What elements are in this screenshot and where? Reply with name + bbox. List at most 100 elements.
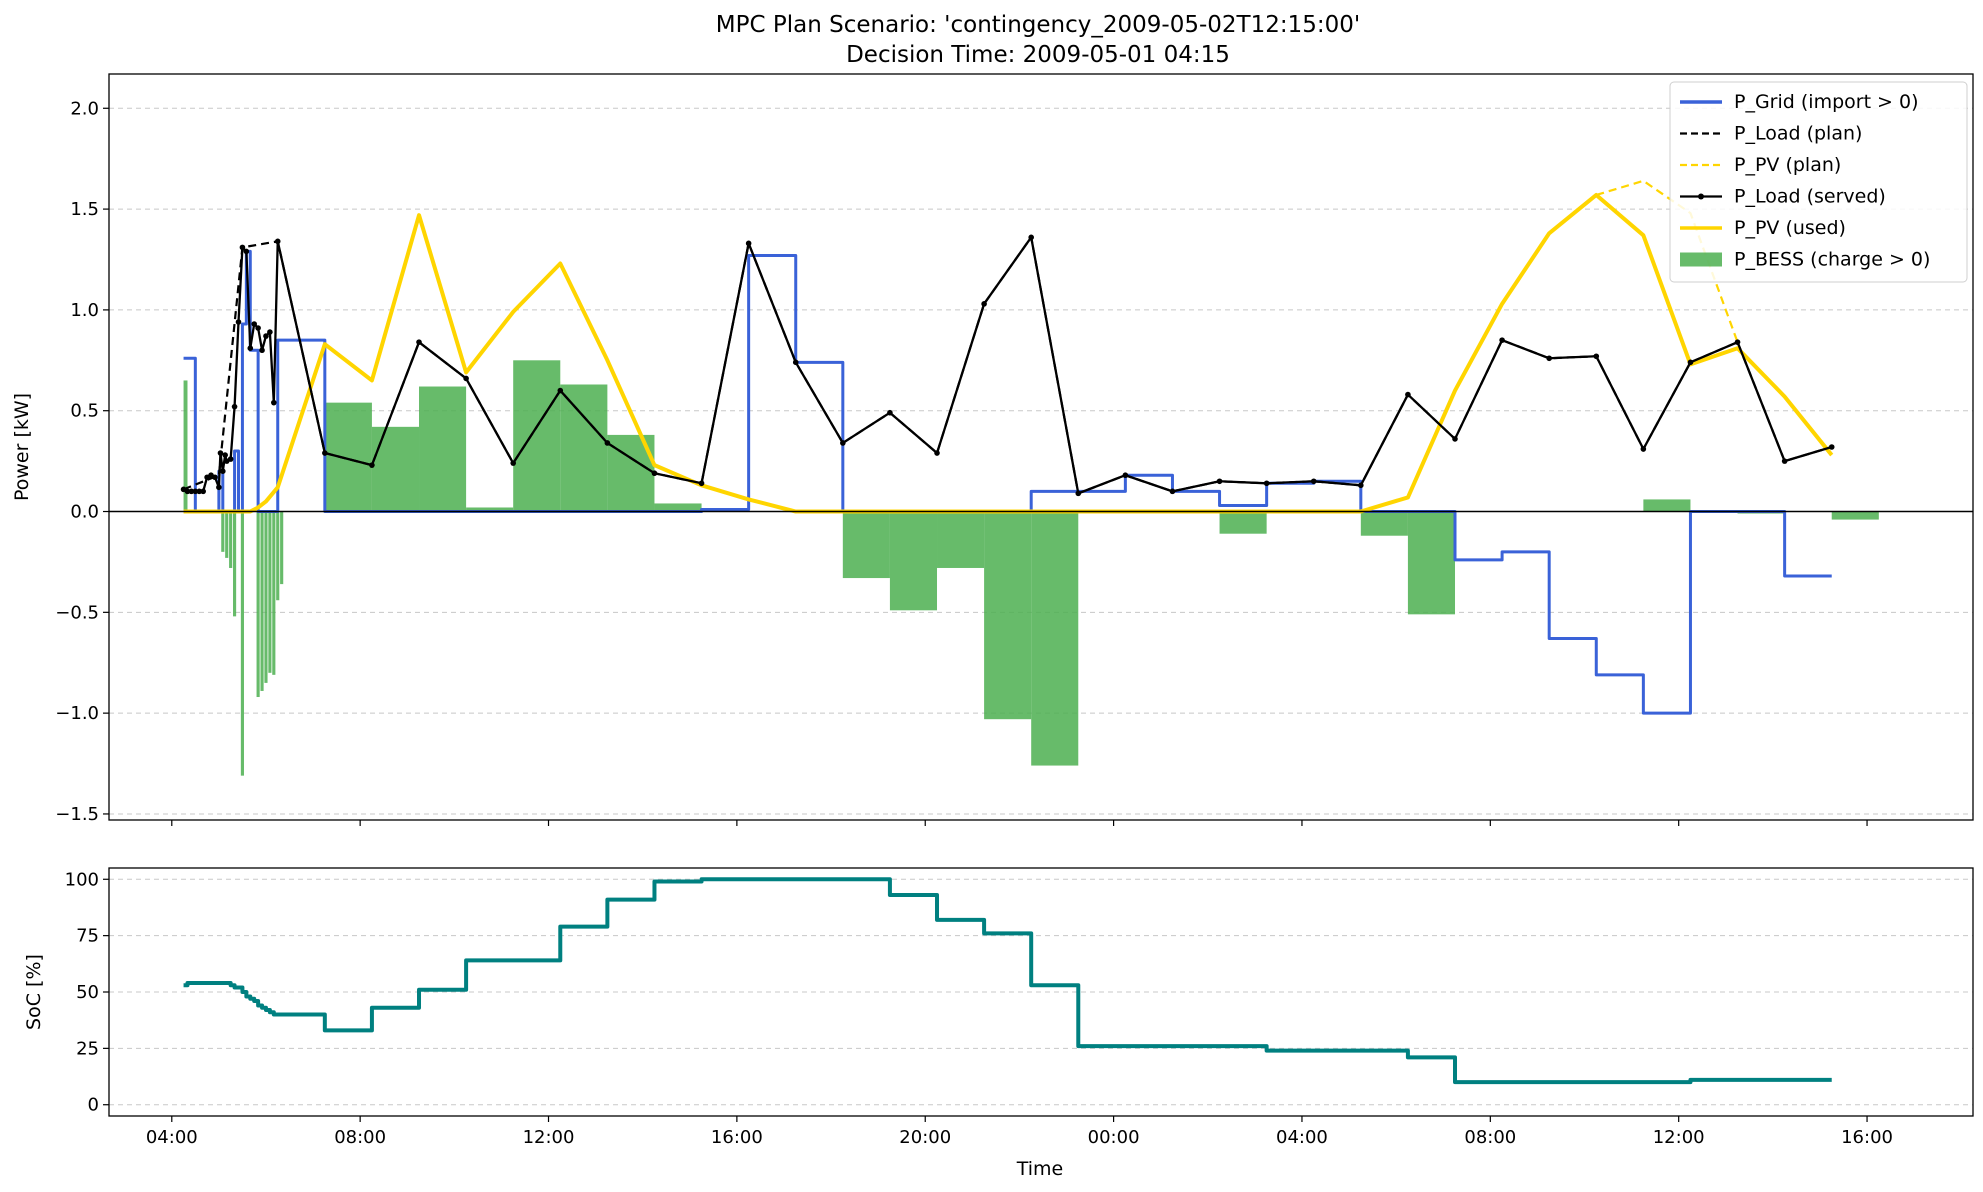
load-served-marker — [184, 488, 191, 495]
load-served-marker — [243, 248, 250, 255]
bess-bar — [276, 511, 280, 601]
load-served-marker — [1640, 446, 1647, 452]
soc-series-layer — [183, 877, 1832, 1085]
x-tick-label: 16:00 — [1841, 1127, 1893, 1148]
legend-label: P_Load (served) — [1734, 186, 1886, 208]
power-legend: P_Grid (import > 0) P_Load (plan) P_PV (pl… — [1669, 81, 1968, 283]
legend-box — [1669, 81, 1968, 283]
bess-bar — [513, 360, 561, 512]
y-tick-label: −0.5 — [55, 602, 99, 623]
load-served-marker — [200, 488, 206, 495]
y-tick-label: −1.5 — [55, 804, 99, 825]
load-served-marker — [1169, 488, 1176, 495]
bess-bar — [183, 380, 188, 512]
bess-bar — [221, 511, 225, 552]
load-served-marker — [235, 319, 242, 325]
bess-bar — [264, 511, 268, 683]
power-series-layer — [109, 179, 1973, 776]
y-tick-label: 25 — [76, 1038, 99, 1059]
y-tick-label: 2.0 — [70, 98, 99, 119]
load-served-marker — [216, 484, 222, 491]
soc-x-ticks: 04:00 08:00 12:00 16:00 20:00 00:00 04:00 08:00… — [146, 1116, 1893, 1148]
load-served-marker — [1216, 478, 1223, 485]
load-served-marker — [259, 347, 265, 354]
y-tick-label: 1.0 — [70, 300, 99, 321]
bess-bar — [256, 511, 260, 698]
load-served-marker — [1687, 359, 1694, 366]
load-served-marker — [840, 440, 846, 446]
soc-y-ticks: 0 25 50 75 100 — [65, 869, 109, 1116]
bess-bar — [419, 386, 467, 512]
bess-bar — [268, 511, 272, 673]
load-served-line — [183, 236, 1833, 495]
load-served-marker — [792, 359, 799, 366]
x-tick-label: 20:00 — [899, 1127, 951, 1148]
x-tick-label: 04:00 — [146, 1127, 198, 1148]
legend-label: P_PV (plan) — [1734, 154, 1841, 176]
x-tick-label: 04:00 — [1276, 1127, 1328, 1148]
bess-bar — [889, 511, 938, 611]
y-tick-label: 1.5 — [70, 199, 99, 220]
y-tick-label: 0.5 — [70, 401, 99, 422]
load-served-marker — [1122, 472, 1129, 479]
x-tick-label: 00:00 — [1088, 1127, 1140, 1148]
soc-line — [183, 877, 1832, 1085]
load-served-marker — [698, 480, 705, 487]
load-served-marker — [231, 403, 238, 410]
bess-bar — [1831, 511, 1879, 520]
bess-bar — [233, 511, 237, 617]
load-served-marker — [745, 240, 752, 247]
load-served-marker — [274, 238, 281, 245]
load-served-marker — [1781, 458, 1788, 464]
load-served-marker — [196, 488, 203, 495]
load-served-marker — [1310, 478, 1317, 485]
bess-bar — [225, 511, 229, 558]
load-served-marker — [510, 460, 516, 466]
y-tick-label: 75 — [76, 926, 99, 947]
bess-bar — [280, 511, 284, 585]
load-served-marker — [1499, 337, 1505, 343]
y-tick-label: 0.0 — [70, 502, 99, 523]
bess-bar — [240, 511, 244, 776]
load-served-marker — [271, 399, 277, 406]
soc-gridlines — [109, 878, 1973, 1106]
load-served-marker — [220, 468, 226, 474]
legend-label: P_PV (used) — [1734, 217, 1846, 239]
chart-title: MPC Plan Scenario: 'contingency_2009-05-… — [716, 12, 1360, 38]
legend-marker — [1698, 193, 1704, 200]
bess-bar — [937, 511, 985, 568]
load-served-marker — [1028, 234, 1034, 241]
load-served-marker — [192, 488, 199, 495]
load-served-marker — [1263, 480, 1270, 487]
load-served-marker — [247, 345, 254, 352]
legend-label: P_Grid (import > 0) — [1734, 91, 1919, 113]
power-y-axis-label: Power [kW] — [11, 393, 33, 501]
load-served-marker — [322, 450, 328, 456]
load-served-marker — [255, 325, 261, 331]
load-served-marker — [1734, 339, 1741, 345]
load-served-marker — [557, 387, 564, 394]
load-served-marker — [222, 452, 228, 458]
bess-bar — [842, 511, 890, 579]
y-tick-label: 100 — [65, 869, 99, 890]
load-served-marker — [604, 440, 611, 446]
bess-bar — [1643, 499, 1691, 512]
power-x-ticks — [171, 820, 1868, 826]
soc-panel: 0 25 50 75 100 04:00 08:00 12:00 16:00 20:00 00:0… — [23, 867, 1974, 1180]
x-axis-label: Time — [1016, 1158, 1064, 1180]
bess-bar — [371, 426, 420, 512]
y-tick-label: −1.0 — [55, 703, 99, 724]
load-served-marker — [263, 333, 269, 339]
bess-bar — [1219, 511, 1267, 534]
x-tick-label: 12:00 — [523, 1127, 575, 1148]
load-served-marker — [369, 462, 375, 468]
load-served-marker — [1358, 482, 1364, 489]
bess-bar — [1031, 511, 1079, 766]
load-served-marker — [1452, 436, 1458, 442]
load-served-marker — [212, 474, 218, 481]
load-served-marker — [251, 321, 257, 327]
bess-bar — [229, 511, 233, 568]
bess-bar — [1407, 511, 1456, 615]
bess-bar — [984, 511, 1032, 720]
